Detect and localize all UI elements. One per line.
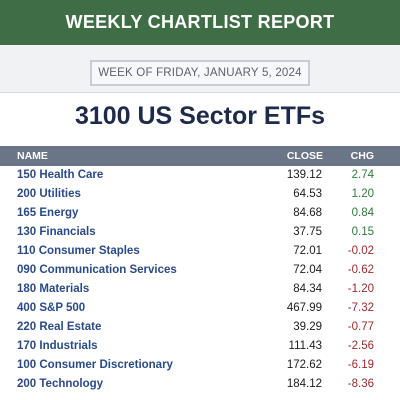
etf-change: -2.56 [347, 340, 374, 352]
etf-name: 200 Technology [17, 378, 104, 390]
week-section: WEEK OF FRIDAY, JANUARY 5, 2024 [0, 45, 400, 93]
page-title: 3100 US Sector ETFs [74, 101, 326, 130]
etf-change: 1.20 [351, 188, 374, 200]
etf-close: 39.29 [293, 321, 322, 333]
table-row: 130 Financials 37.75 0.15 [0, 223, 400, 242]
etf-change: 0.84 [351, 207, 374, 219]
etf-change: -8.36 [347, 378, 374, 390]
table-row: 150 Health Care 139.12 2.74 [0, 166, 400, 185]
etf-name: 170 Industrials [17, 340, 98, 352]
table-header: NAME CLOSE CHG [0, 146, 400, 166]
etf-name: 150 Health Care [17, 169, 104, 181]
column-header-chg: CHG [350, 150, 374, 162]
etf-name: 220 Real Estate [17, 321, 102, 333]
etf-name: 130 Financials [17, 226, 96, 238]
week-of-label: WEEK OF FRIDAY, JANUARY 5, 2024 [90, 60, 310, 86]
etf-close: 37.75 [293, 226, 322, 238]
table-row: 100 Consumer Discretionary 172.62 -6.19 [0, 356, 400, 375]
table-row: 165 Energy 84.68 0.84 [0, 204, 400, 223]
etf-close: 184.12 [286, 378, 322, 390]
etf-change: -1.20 [347, 283, 374, 295]
etf-close: 72.04 [293, 264, 322, 276]
report-banner: WEEKLY CHARTLIST REPORT [0, 0, 400, 45]
etf-name: 180 Materials [17, 283, 90, 295]
etf-change: -0.62 [347, 264, 374, 276]
etf-table-body: 150 Health Care 139.12 2.74 200 Utilities 64… [0, 166, 400, 394]
table-row: 200 Utilities 64.53 1.20 [0, 185, 400, 204]
table-row: 180 Materials 84.34 -1.20 [0, 280, 400, 299]
etf-name: 165 Energy [17, 207, 79, 219]
column-header-name: NAME [17, 150, 48, 162]
etf-change: -7.32 [347, 302, 374, 314]
etf-name: 110 Consumer Staples [17, 245, 140, 257]
etf-close: 64.53 [293, 188, 322, 200]
etf-name: 090 Communication Services [17, 264, 177, 276]
etf-change: -6.19 [347, 359, 374, 371]
table-row: 220 Real Estate 39.29 -0.77 [0, 318, 400, 337]
etf-change: -0.77 [347, 321, 374, 333]
etf-close: 72.01 [293, 245, 322, 257]
table-row: 090 Communication Services 72.04 -0.62 [0, 261, 400, 280]
etf-close: 139.12 [286, 169, 322, 181]
etf-change: 0.15 [351, 226, 374, 238]
etf-name: 400 S&P 500 [17, 302, 86, 314]
etf-close: 84.68 [293, 207, 322, 219]
etf-name: 100 Consumer Discretionary [17, 359, 173, 371]
etf-close: 467.99 [286, 302, 322, 314]
banner-title: WEEKLY CHARTLIST REPORT [65, 12, 335, 32]
table-row: 110 Consumer Staples 72.01 -0.02 [0, 242, 400, 261]
table-row: 400 S&P 500 467.99 -7.32 [0, 299, 400, 318]
etf-close: 111.43 [288, 340, 322, 352]
etf-change: 2.74 [351, 169, 374, 181]
etf-close: 84.34 [293, 283, 322, 295]
etf-change: -0.02 [347, 245, 374, 257]
table-row: 170 Industrials 111.43 -2.56 [0, 337, 400, 356]
etf-name: 200 Utilities [17, 188, 81, 200]
table-row: 200 Technology 184.12 -8.36 [0, 375, 400, 394]
column-header-close: CLOSE [286, 150, 323, 162]
etf-close: 172.62 [286, 359, 322, 371]
